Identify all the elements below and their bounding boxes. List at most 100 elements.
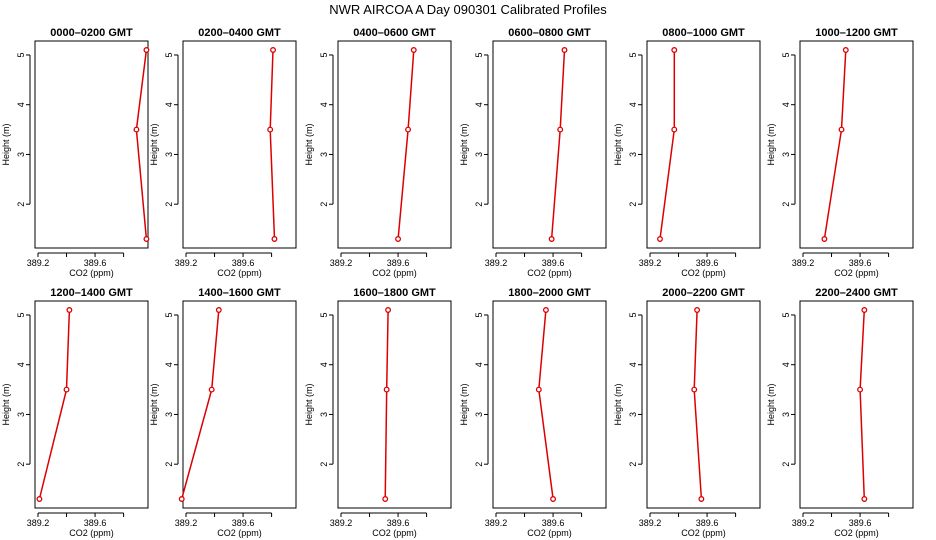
y-tick-label: 5 bbox=[781, 52, 791, 57]
profile-line bbox=[550, 49, 566, 240]
y-tick-label: 5 bbox=[781, 312, 791, 317]
panel-title: 2200–2400 GMT bbox=[815, 287, 898, 299]
y-tick-label: 2 bbox=[781, 462, 791, 467]
data-point bbox=[63, 386, 70, 393]
x-tick-label: 389.2 bbox=[330, 518, 353, 528]
x-tick-label: 389.2 bbox=[27, 518, 50, 528]
data-point bbox=[694, 307, 701, 313]
y-tick-label: 3 bbox=[474, 412, 484, 417]
plot-frame bbox=[337, 300, 452, 509]
x-tick-label: 389.2 bbox=[175, 518, 198, 528]
panel-title: 1800–2000 GMT bbox=[508, 287, 591, 299]
x-tick-label: 389.6 bbox=[542, 258, 565, 268]
panel-title: 0800–1000 GMT bbox=[662, 27, 745, 39]
profile-line bbox=[384, 309, 389, 500]
panel-title: 1600–1800 GMT bbox=[353, 287, 436, 299]
profile-line bbox=[538, 309, 554, 500]
x-axis-label: CO2 (ppm) bbox=[217, 268, 262, 278]
x-axis-label: CO2 (ppm) bbox=[527, 268, 572, 278]
data-point bbox=[657, 236, 663, 242]
y-tick-label: 4 bbox=[16, 362, 26, 367]
y-tick-label: 5 bbox=[474, 52, 484, 57]
data-point bbox=[395, 236, 402, 242]
data-point bbox=[133, 126, 140, 133]
data-point bbox=[550, 496, 557, 502]
y-tick-label: 5 bbox=[628, 52, 638, 57]
profile-line bbox=[693, 309, 703, 500]
x-axis-label: CO2 (ppm) bbox=[372, 268, 417, 278]
panel-title: 0200–0400 GMT bbox=[198, 27, 281, 39]
y-tick-label: 5 bbox=[16, 52, 26, 57]
plot-frame bbox=[182, 40, 297, 249]
data-point bbox=[383, 386, 390, 393]
y-axis-label: Height (m) bbox=[1, 123, 11, 165]
x-tick-label: 389.2 bbox=[639, 518, 662, 528]
data-point bbox=[267, 126, 274, 133]
plot-frame bbox=[34, 300, 149, 509]
data-point bbox=[382, 496, 389, 502]
plot-frame bbox=[492, 40, 607, 249]
x-tick-label: 389.6 bbox=[387, 518, 410, 528]
x-tick-label: 389.2 bbox=[175, 258, 198, 268]
x-tick-label: 389.6 bbox=[849, 518, 872, 528]
data-point bbox=[671, 126, 678, 133]
y-tick-label: 2 bbox=[628, 462, 638, 467]
data-point bbox=[535, 386, 542, 393]
y-tick-label: 3 bbox=[319, 412, 329, 417]
y-axis-label: Height (m) bbox=[149, 383, 159, 425]
x-tick-label: 389.6 bbox=[696, 258, 719, 268]
profile-line bbox=[180, 309, 220, 500]
data-point bbox=[405, 126, 412, 133]
data-point bbox=[143, 47, 150, 53]
y-tick-label: 4 bbox=[164, 362, 174, 367]
x-tick-label: 389.6 bbox=[542, 518, 565, 528]
x-axis-label: CO2 (ppm) bbox=[217, 528, 262, 538]
y-tick-label: 2 bbox=[628, 202, 638, 207]
data-point bbox=[698, 496, 705, 502]
plot-frame bbox=[492, 300, 607, 509]
plot-frame bbox=[646, 300, 761, 509]
plot-frame bbox=[799, 300, 914, 509]
y-axis-label: Height (m) bbox=[459, 383, 469, 425]
x-tick-label: 389.2 bbox=[27, 258, 50, 268]
data-point bbox=[861, 307, 868, 313]
y-tick-label: 3 bbox=[164, 152, 174, 157]
data-point bbox=[271, 236, 278, 242]
x-tick-label: 389.6 bbox=[232, 258, 255, 268]
y-axis-label: Height (m) bbox=[304, 383, 314, 425]
data-point bbox=[66, 307, 73, 313]
y-tick-label: 4 bbox=[628, 102, 638, 107]
x-tick-label: 389.6 bbox=[84, 518, 107, 528]
y-tick-label: 4 bbox=[319, 362, 329, 367]
y-tick-label: 3 bbox=[628, 152, 638, 157]
x-axis-label: CO2 (ppm) bbox=[372, 528, 417, 538]
panel-title: 2000–2200 GMT bbox=[662, 287, 745, 299]
data-point bbox=[857, 386, 864, 393]
y-tick-label: 4 bbox=[474, 362, 484, 367]
profile-line bbox=[659, 50, 676, 240]
y-axis-label: Height (m) bbox=[613, 123, 623, 165]
y-tick-label: 5 bbox=[474, 312, 484, 317]
data-point bbox=[36, 496, 43, 502]
profile-line bbox=[397, 49, 415, 240]
data-point bbox=[143, 236, 150, 242]
data-point bbox=[542, 307, 549, 313]
y-tick-label: 2 bbox=[319, 202, 329, 207]
data-point bbox=[561, 47, 568, 53]
y-tick-label: 3 bbox=[16, 152, 26, 157]
plot-frame bbox=[337, 40, 452, 249]
x-tick-label: 389.2 bbox=[485, 518, 508, 528]
panel-title: 1200–1400 GMT bbox=[50, 287, 133, 299]
x-tick-label: 389.2 bbox=[639, 258, 662, 268]
y-tick-label: 3 bbox=[781, 412, 791, 417]
plot-frame bbox=[34, 40, 149, 249]
y-axis-label: Height (m) bbox=[613, 383, 623, 425]
